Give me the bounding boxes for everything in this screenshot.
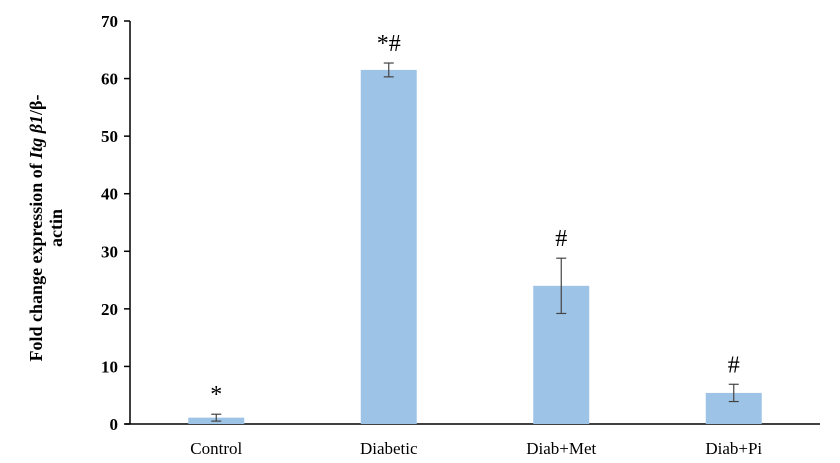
y-tick-label: 30 (101, 242, 118, 261)
y-tick-label: 50 (101, 127, 118, 146)
significance-annotations: * *# # # (210, 31, 740, 408)
y-axis-title-line1: Fold change expression of Itg β1/β- (26, 95, 46, 362)
y-tick-label: 70 (101, 12, 118, 31)
x-axis-categories: Control Diabetic Diab+Met Diab+Pi (190, 439, 762, 458)
x-tick-label: Diabetic (360, 439, 418, 458)
bar (360, 69, 417, 424)
error-bar (728, 383, 739, 403)
bars (188, 69, 762, 424)
significance-mark: # (728, 352, 740, 378)
error-bar (211, 413, 222, 422)
y-axis-title: Fold change expression of Itg β1/β-actin (26, 95, 66, 362)
significance-mark: * (210, 382, 222, 408)
significance-mark: # (555, 226, 567, 252)
x-tick-label: Control (190, 439, 242, 458)
y-tick-label: 40 (101, 185, 118, 204)
error-bars (211, 62, 739, 422)
x-tick-label: Diab+Pi (705, 439, 762, 458)
y-tick-label: 20 (101, 300, 118, 319)
x-tick-label: Diab+Met (526, 439, 596, 458)
y-axis-title-line2: actin (46, 209, 66, 247)
error-bar (556, 257, 567, 315)
y-tick-label: 60 (101, 70, 118, 89)
y-tick-label: 10 (101, 357, 118, 376)
y-tick-label: 0 (110, 415, 119, 434)
axes (125, 21, 820, 425)
significance-mark: *# (377, 31, 401, 57)
y-axis-ticks: 0 10 20 30 40 50 60 70 (101, 12, 130, 434)
error-bar (383, 62, 394, 78)
